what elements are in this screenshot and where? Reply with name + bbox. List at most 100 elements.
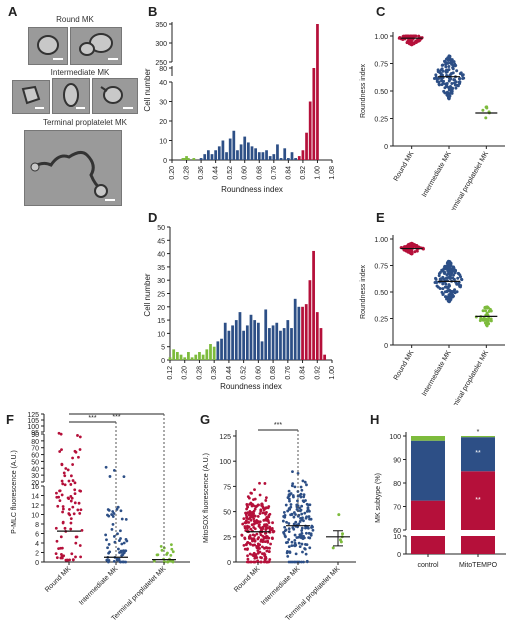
x-tick-label-b: 0.68 (256, 166, 263, 180)
point-g-intermediate (303, 511, 307, 515)
point-f-intermediate (105, 538, 108, 542)
y-axis-title-h: MK subtype (%) (375, 473, 382, 523)
y-tick-label-d: 15 (157, 318, 165, 325)
point-f-intermediate (111, 523, 115, 526)
y-axis-title-f: P-MLC fluorescence (A.U.) (11, 450, 18, 534)
bar-d-intermediate (242, 330, 246, 360)
point-C-intermediate (452, 60, 456, 64)
bar-b-intermediate (250, 146, 254, 160)
point-f-round (58, 450, 62, 453)
bar-b-intermediate (268, 156, 272, 160)
y-tick-label-d: 20 (157, 305, 165, 312)
intermediate-mk-image-2 (52, 78, 90, 114)
point-f-round (78, 448, 82, 451)
point-f-round (73, 501, 77, 505)
bar-b-intermediate (287, 158, 290, 160)
point-E-terminal (487, 316, 491, 320)
point-C-intermediate (449, 71, 453, 75)
bar-b-intermediate (283, 148, 287, 160)
point-g-round (245, 543, 248, 547)
point-g-intermediate (292, 515, 296, 519)
bar-b-terminal (187, 158, 190, 160)
point-E-intermediate (445, 273, 449, 277)
point-g-intermediate (287, 494, 291, 498)
point-f-intermediate (106, 546, 109, 550)
point-E-intermediate (435, 284, 439, 288)
point-f-round (69, 494, 73, 498)
point-E-intermediate (441, 293, 445, 297)
point-f-round (80, 528, 84, 532)
point-f-terminal (160, 548, 164, 552)
point-g-round (264, 555, 268, 559)
point-g-intermediate (289, 505, 293, 509)
point-g-intermediate (300, 560, 303, 564)
point-E-intermediate (453, 291, 457, 295)
bar-b-intermediate (279, 158, 283, 160)
y-tick-label-f: 80 (31, 439, 39, 446)
point-g-round (261, 545, 264, 549)
point-g-round (249, 518, 253, 522)
point-g-intermediate (301, 479, 305, 483)
panel-label-b: B (148, 4, 158, 19)
point-f-intermediate (112, 559, 116, 563)
point-g-round (267, 536, 271, 540)
point-g-intermediate (289, 492, 293, 495)
point-f-round (74, 541, 78, 545)
point-g-intermediate (304, 543, 307, 546)
point-f-round (58, 499, 62, 503)
bar-b-intermediate (257, 152, 261, 160)
point-g-round (267, 521, 271, 525)
terminal-mk-image (24, 130, 122, 206)
point-g-intermediate (284, 535, 287, 539)
point-C-intermediate (445, 69, 449, 73)
point-g-round (243, 547, 247, 551)
point-f-terminal (169, 554, 173, 557)
point-C-intermediate (441, 63, 445, 67)
point-f-intermediate (107, 514, 111, 518)
x-tick-label-b: 0.20 (169, 166, 176, 180)
y-tick-label-b: 250 (155, 60, 167, 67)
point-E-terminal (483, 306, 487, 310)
bar-b-terminal (181, 158, 185, 160)
point-f-round (68, 513, 72, 517)
x-tick-label-f: Round MK (44, 565, 73, 594)
point-f-round (70, 552, 74, 556)
point-C-intermediate (454, 86, 458, 90)
point-f-round (74, 555, 77, 559)
point-f-round (71, 463, 75, 466)
point-g-intermediate (290, 540, 294, 544)
point-f-round (73, 481, 77, 485)
point-f-round (59, 535, 63, 539)
point-g-intermediate (290, 544, 294, 548)
x-tick-label-h: control (417, 562, 438, 569)
point-f-round (67, 497, 71, 500)
point-g-round (257, 536, 261, 539)
bar-b-round (312, 68, 316, 160)
bar-d-intermediate (227, 330, 231, 360)
point-E-intermediate (460, 278, 464, 282)
point-f-round (54, 526, 58, 530)
point-C-intermediate (450, 62, 454, 66)
point-g-intermediate (282, 515, 286, 518)
y-tick-label-d: 40 (157, 252, 165, 259)
bar-b-intermediate (199, 158, 203, 160)
point-f-round (71, 456, 74, 460)
y-tick-label-d: 0 (161, 358, 165, 365)
bar-d-round (315, 312, 319, 360)
y-tick-label-f: 95 (31, 430, 39, 437)
point-f-round (55, 491, 58, 495)
point-g-intermediate (300, 488, 304, 492)
point-g-round (243, 526, 247, 530)
point-f-intermediate (111, 510, 115, 513)
point-E-intermediate (443, 265, 447, 269)
point-C-intermediate (446, 56, 450, 60)
point-C-intermediate (447, 93, 451, 97)
point-f-intermediate (124, 537, 128, 541)
point-C-intermediate (455, 69, 459, 73)
point-g-intermediate (298, 506, 301, 510)
point-g-intermediate (310, 524, 314, 528)
point-g-intermediate (295, 503, 299, 507)
bar-b-intermediate (290, 152, 294, 160)
point-E-intermediate (445, 265, 449, 269)
point-C-intermediate (441, 69, 445, 73)
